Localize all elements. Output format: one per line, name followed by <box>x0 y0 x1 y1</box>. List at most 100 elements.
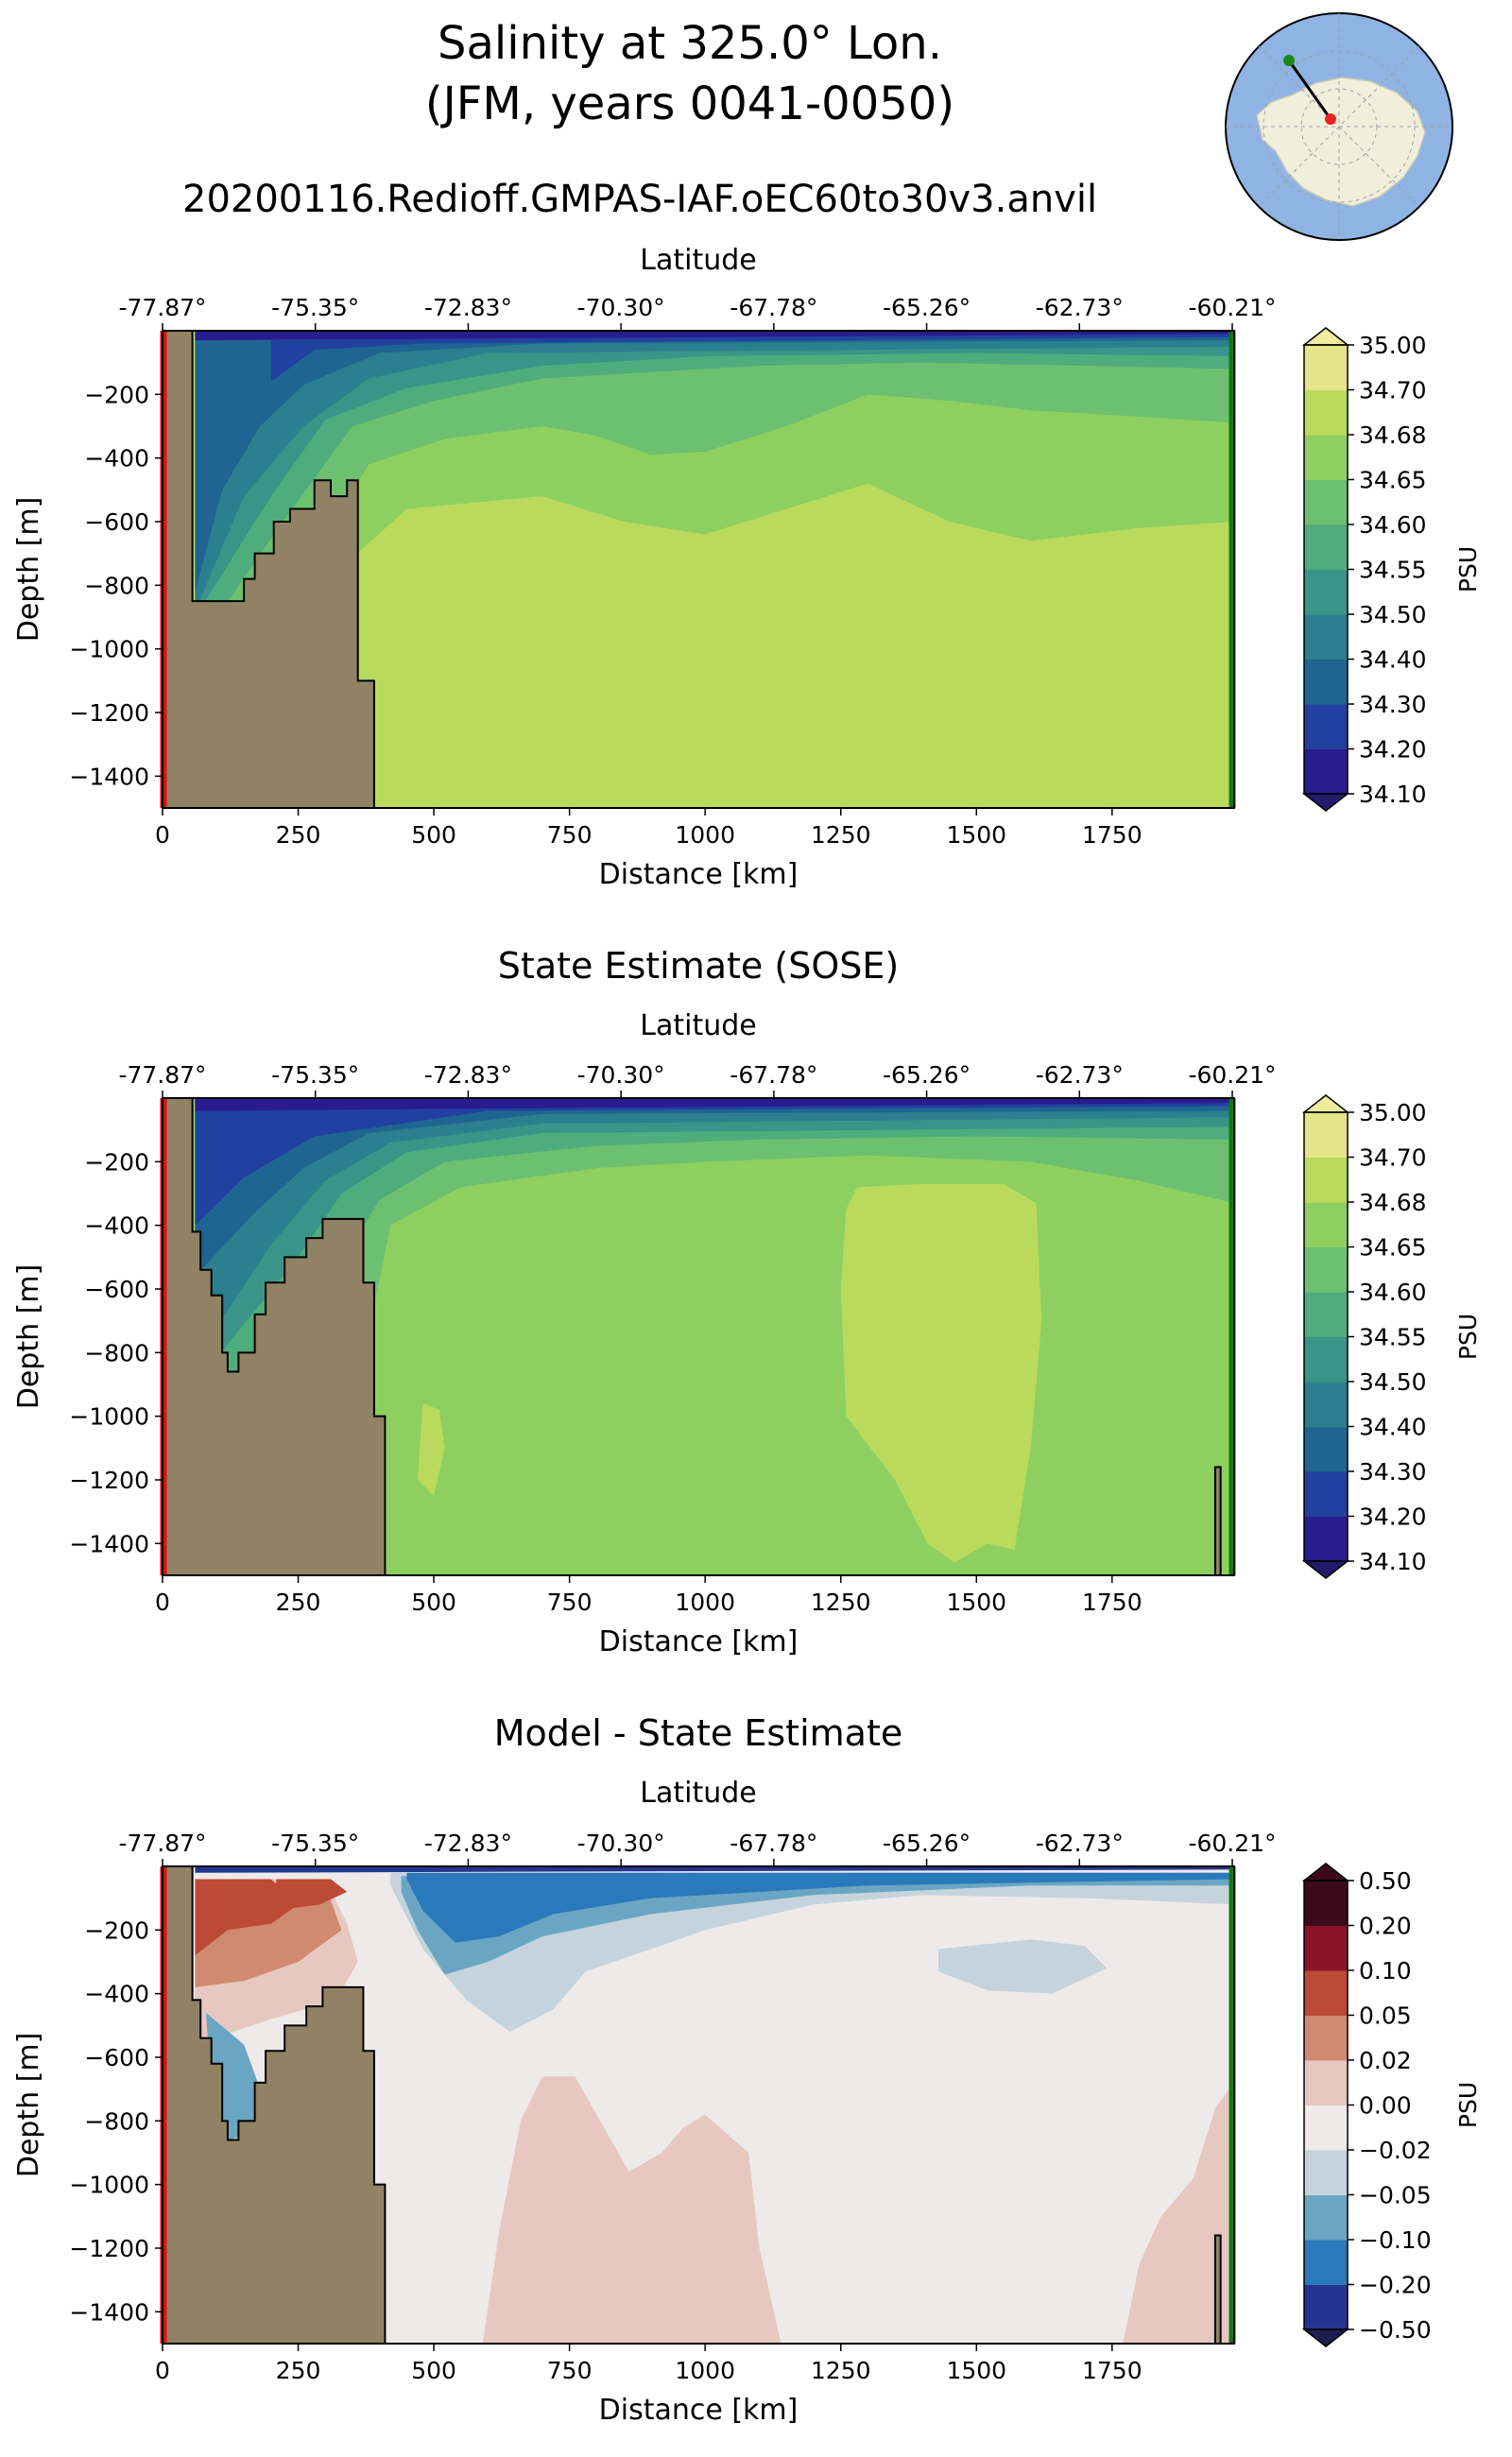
lat-tick-label: -62.73° <box>1036 1830 1124 1857</box>
lat-tick-label: -77.87° <box>118 1061 206 1089</box>
colorbar-extend-max <box>1301 327 1350 346</box>
colorbar: 34.10 34.20 34.30 34.40 34.50 34.55 34.60 34.65… <box>1301 327 1482 812</box>
diff-band-0.10 <box>195 1879 299 1956</box>
colorbar-extend-max <box>1301 1863 1350 1881</box>
x-tick-label: 1250 <box>811 1589 871 1616</box>
x-tick-label: 750 <box>547 2357 593 2384</box>
colorbar-swatch <box>1304 1426 1348 1472</box>
y-tick-label: −1200 <box>69 2235 149 2262</box>
colorbar-swatch <box>1304 435 1348 480</box>
colorbar: −0.50 −0.20 −0.10 −0.05 −0.02 0.00 0.02 0.05 0.1… <box>1301 1863 1482 2347</box>
colorbar-swatch <box>1304 2060 1348 2105</box>
lat-tick-label: -67.78° <box>730 1061 817 1089</box>
colorbar-swatch <box>1304 1516 1348 1562</box>
figure-title-line2: (JFM, years 0041-0050) <box>424 77 955 130</box>
lat-tick-label: -77.87° <box>118 1830 206 1857</box>
lat-tick-label: -67.78° <box>730 1830 817 1857</box>
lat-tick-label: -77.87° <box>118 294 206 321</box>
lat-tick-label: -67.78° <box>730 294 817 321</box>
bathymetry <box>163 1866 387 2344</box>
plot-frame <box>162 1865 1235 2345</box>
colorbar-tick-label: 34.65 <box>1359 1234 1427 1262</box>
inset-grid-meridian <box>1258 45 1420 208</box>
lat-tick-label: -60.21° <box>1188 1061 1276 1089</box>
x-axis-label: Distance [km] <box>599 858 799 891</box>
colorbar-tick-label: 0.50 <box>1359 1867 1412 1895</box>
diff-panel-title: Model - State Estimate <box>493 1712 903 1754</box>
colorbar-label: PSU <box>1454 2082 1482 2128</box>
x-tick-label: 0 <box>155 821 170 849</box>
colorbar-extend-min <box>1301 2328 1350 2347</box>
x-tick-label: 1250 <box>811 821 871 849</box>
inset-end-marker <box>1325 113 1336 125</box>
x-tick-label: 1750 <box>1082 821 1143 849</box>
y-tick-label: −800 <box>84 2107 149 2135</box>
y-tick-label: −1200 <box>69 699 149 727</box>
colorbar-tick-label: 0.10 <box>1359 1957 1412 1984</box>
colorbar-extend-max <box>1301 1094 1350 1113</box>
panel-2: 0 250 500 750 1000 1250 1500 1750 −200 −400 −600 −8… <box>12 1061 1482 1658</box>
colorbar: 34.10 34.20 34.30 34.40 34.50 34.55 34.60 34.65… <box>1301 1094 1482 1579</box>
colorbar-tick-label: 34.50 <box>1359 601 1427 628</box>
bathymetry <box>163 331 375 808</box>
salinity-band-34.10 <box>195 331 1234 341</box>
diff-positive-east <box>1123 2082 1234 2344</box>
plot-area <box>163 1098 1234 1575</box>
colorbar-label: PSU <box>1454 1314 1482 1360</box>
x-tick-label: 500 <box>411 2357 456 2384</box>
colorbar-swatch <box>1304 2015 1348 2061</box>
latitude-axis-title-1: Latitude <box>640 244 757 277</box>
colorbar-swatch <box>1304 704 1348 749</box>
colorbar-swatch <box>1304 1471 1348 1517</box>
colorbar-tick-label: 34.60 <box>1359 1279 1427 1306</box>
lat-tick-label: -62.73° <box>1036 294 1124 321</box>
y-tick-label: −400 <box>84 1981 149 2008</box>
colorbar-tick-label: 34.40 <box>1359 1414 1427 1441</box>
y-axis-label: Depth [m] <box>12 497 45 643</box>
colorbar-tick-label: 34.20 <box>1359 736 1427 764</box>
plot-frame <box>162 1097 1235 1576</box>
x-tick-label: 1000 <box>675 821 735 849</box>
plot-area <box>163 331 1234 808</box>
y-tick-label: −400 <box>84 445 149 472</box>
colorbar-swatch <box>1304 2194 1348 2241</box>
x-tick-label: 1500 <box>946 1589 1006 1616</box>
colorbar-tick-label: 34.20 <box>1359 1503 1427 1531</box>
bathymetry <box>163 1098 387 1575</box>
colorbar-swatch <box>1304 748 1348 795</box>
colorbar-swatch <box>1304 524 1348 570</box>
colorbar-swatch <box>1304 659 1348 705</box>
lat-tick-label: -70.30° <box>577 1830 665 1857</box>
latitude-axis-title-3: Latitude <box>640 1777 757 1810</box>
colorbar-tick-label: 34.65 <box>1359 467 1427 494</box>
colorbar-tick-label: 35.00 <box>1359 1099 1427 1126</box>
y-tick-label: −1400 <box>69 2298 149 2326</box>
colorbar-swatch <box>1304 1202 1348 1247</box>
y-tick-label: −600 <box>84 2044 149 2071</box>
lat-tick-label: -70.30° <box>577 1061 665 1089</box>
plot-area <box>163 1866 1234 2344</box>
colorbar-tick-label: 34.30 <box>1359 691 1427 718</box>
inset-start-marker <box>1283 55 1295 66</box>
bathymetry-east <box>1213 1466 1222 1575</box>
diff-band-0.10-b <box>270 1879 348 1912</box>
y-tick-label: −200 <box>84 1916 149 1944</box>
x-tick-label: 500 <box>411 821 456 849</box>
colorbar-swatch <box>1304 614 1348 660</box>
x-tick-label: 250 <box>276 821 321 849</box>
colorbar-swatch <box>1304 2284 1348 2330</box>
lat-tick-label: -72.83° <box>424 294 512 321</box>
y-tick-label: −1000 <box>69 2172 149 2199</box>
colorbar-tick-label: 35.00 <box>1359 332 1427 359</box>
figure-title-line1: Salinity at 325.0° Lon. <box>438 17 942 70</box>
colorbar-tick-label: 34.55 <box>1359 1324 1427 1351</box>
salinity-band-34.20 <box>195 1098 1234 1226</box>
colorbar-swatch <box>1304 1292 1348 1337</box>
lat-tick-label: -60.21° <box>1188 1830 1276 1857</box>
inset-transect-line <box>1287 60 1332 120</box>
y-tick-label: −800 <box>84 572 149 599</box>
colorbar-tick-label: 34.70 <box>1359 1144 1427 1172</box>
y-tick-label: −200 <box>84 381 149 408</box>
colorbar-swatch <box>1304 1881 1348 1926</box>
